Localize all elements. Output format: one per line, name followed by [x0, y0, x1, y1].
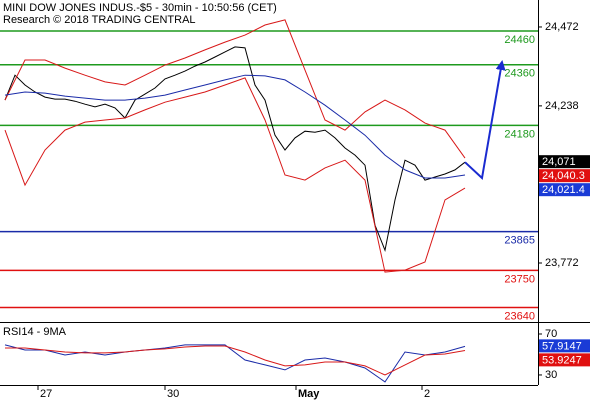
value-box-label: 53.9247	[542, 354, 582, 366]
value-box-label: 24,040.3	[542, 170, 585, 182]
series-line	[4, 19, 466, 159]
y-tick-label: 23,772	[545, 257, 579, 269]
value-box-label: 24,021.4	[542, 184, 585, 196]
value-box-label: 24,071	[542, 156, 576, 168]
x-tick-label: 27	[40, 388, 52, 400]
rsi-title: RSI14 - 9MA	[3, 326, 67, 338]
chart-title: MINI DOW JONES INDUS.-$5 - 30min - 10:50…	[3, 2, 277, 14]
value-box	[539, 353, 590, 367]
value-box	[539, 183, 590, 197]
level-label: 23865	[504, 235, 535, 247]
value-box	[539, 169, 590, 183]
value-box-label: 57.9147	[542, 340, 582, 352]
x-tick-label: May	[298, 388, 320, 400]
series-line	[4, 74, 466, 179]
y-tick-label: 70	[545, 328, 557, 340]
x-tick-label: 2	[424, 388, 430, 400]
chart-subtitle: Research © 2018 TRADING CENTRAL	[3, 14, 196, 26]
y-tick-label: 30	[545, 369, 557, 381]
level-label: 23750	[504, 273, 535, 285]
y-tick-label: 24,472	[545, 21, 579, 33]
value-box	[539, 155, 590, 169]
value-box	[539, 339, 590, 353]
series-line	[4, 46, 466, 252]
level-label: 24460	[504, 34, 535, 46]
series-line	[4, 77, 466, 273]
series-line	[5, 345, 466, 376]
level-label: 24180	[504, 128, 535, 140]
y-tick-label: 24,238	[545, 100, 579, 112]
level-label: 23640	[504, 310, 535, 322]
x-tick-label: 30	[167, 388, 179, 400]
level-label: 24360	[504, 68, 535, 80]
forecast-arrow	[464, 60, 506, 180]
